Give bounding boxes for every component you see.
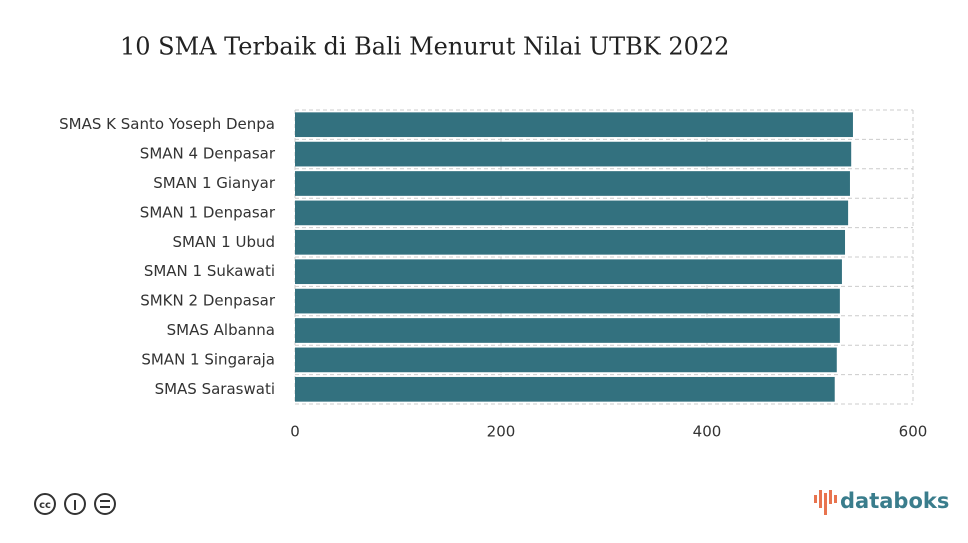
bar <box>295 376 835 402</box>
bar <box>295 229 846 255</box>
bar <box>295 141 852 167</box>
brand-logo <box>814 490 837 515</box>
bar <box>295 259 842 285</box>
x-tick-label: 200 <box>487 423 516 441</box>
svg-text:cc: cc <box>39 500 51 511</box>
y-tick-label: SMAS K Santo Yoseph Denpa <box>59 115 275 133</box>
bar <box>295 318 840 343</box>
x-tick-label: 0 <box>290 423 300 441</box>
y-tick-label: SMAN 1 Gianyar <box>153 174 276 192</box>
brand-name: databoks <box>840 489 949 513</box>
bar <box>295 347 837 373</box>
y-tick-label: SMKN 2 Denpasar <box>140 292 276 310</box>
bar <box>295 288 840 314</box>
bar <box>295 112 853 138</box>
y-tick-label: SMAN 1 Sukawati <box>144 262 275 280</box>
y-tick-label: SMAN 1 Denpasar <box>140 203 276 221</box>
y-tick-label: SMAS Albanna <box>167 321 275 339</box>
x-tick-label: 600 <box>899 423 928 441</box>
y-tick-label: SMAS Saraswati <box>155 380 275 398</box>
x-tick-label: 400 <box>693 423 722 441</box>
bar <box>295 171 850 196</box>
bar <box>295 200 849 226</box>
chart-title: 10 SMA Terbaik di Bali Menurut Nilai UTB… <box>120 33 729 61</box>
y-tick-label: SMAN 1 Singaraja <box>141 350 275 368</box>
cc-icons: cc <box>34 493 116 515</box>
y-tick-label: SMAN 1 Ubud <box>172 233 275 251</box>
y-tick-label: SMAN 4 Denpasar <box>140 145 276 163</box>
